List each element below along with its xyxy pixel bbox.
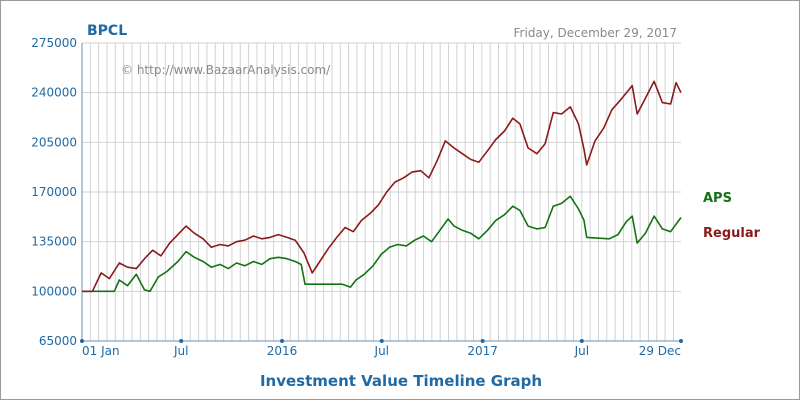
y-tick-label-3: 170000 xyxy=(31,185,77,199)
x-tick-dot-2 xyxy=(280,339,285,343)
x-tick-dot-6 xyxy=(679,339,683,343)
x-tick-dot-3 xyxy=(379,339,384,343)
legend-regular: Regular xyxy=(703,226,761,241)
y-tick-label-0: 65000 xyxy=(39,334,77,348)
series-layer xyxy=(82,80,682,293)
x-tick-dot-1 xyxy=(179,339,184,343)
y-tick-label-2: 135000 xyxy=(31,235,77,249)
graph-title: Investment Value Timeline Graph xyxy=(260,372,542,390)
y-tick-label-4: 205000 xyxy=(31,135,77,149)
x-tick-dot-0 xyxy=(80,339,84,343)
copyright-text: © http://www.BazaarAnalysis.com/ xyxy=(121,63,331,77)
x-tick-label-1: Jul xyxy=(173,344,188,358)
y-axis-tick-labels: 65000 100000 135000 170000 205000 240000 27500… xyxy=(31,36,77,348)
x-tick-label-5: Jul xyxy=(574,344,589,358)
y-tick-label-1: 100000 xyxy=(31,284,77,298)
x-tick-label-6: 29 Dec xyxy=(639,344,681,358)
series-line-aps xyxy=(82,195,682,293)
date-label: Friday, December 29, 2017 xyxy=(514,26,677,40)
stock-title: BPCL xyxy=(87,23,127,39)
x-tick-dot-5 xyxy=(579,339,584,343)
y-tick-label-5: 240000 xyxy=(31,86,77,100)
x-tick-label-4: 2017 xyxy=(467,344,498,358)
x-tick-label-2: 2016 xyxy=(267,344,298,358)
y-tick-label-6: 275000 xyxy=(31,36,77,50)
x-axis-tick-labels: 01 Jan Jul 2016 Jul 2017 Jul 29 Dec xyxy=(80,339,683,358)
legend-aps: APS xyxy=(703,191,732,206)
x-tick-label-3: Jul xyxy=(374,344,389,358)
x-tick-label-0: 01 Jan xyxy=(82,344,120,358)
x-tick-dot-4 xyxy=(480,339,485,343)
series-line-regular xyxy=(82,80,682,293)
grid-lines xyxy=(81,42,681,342)
